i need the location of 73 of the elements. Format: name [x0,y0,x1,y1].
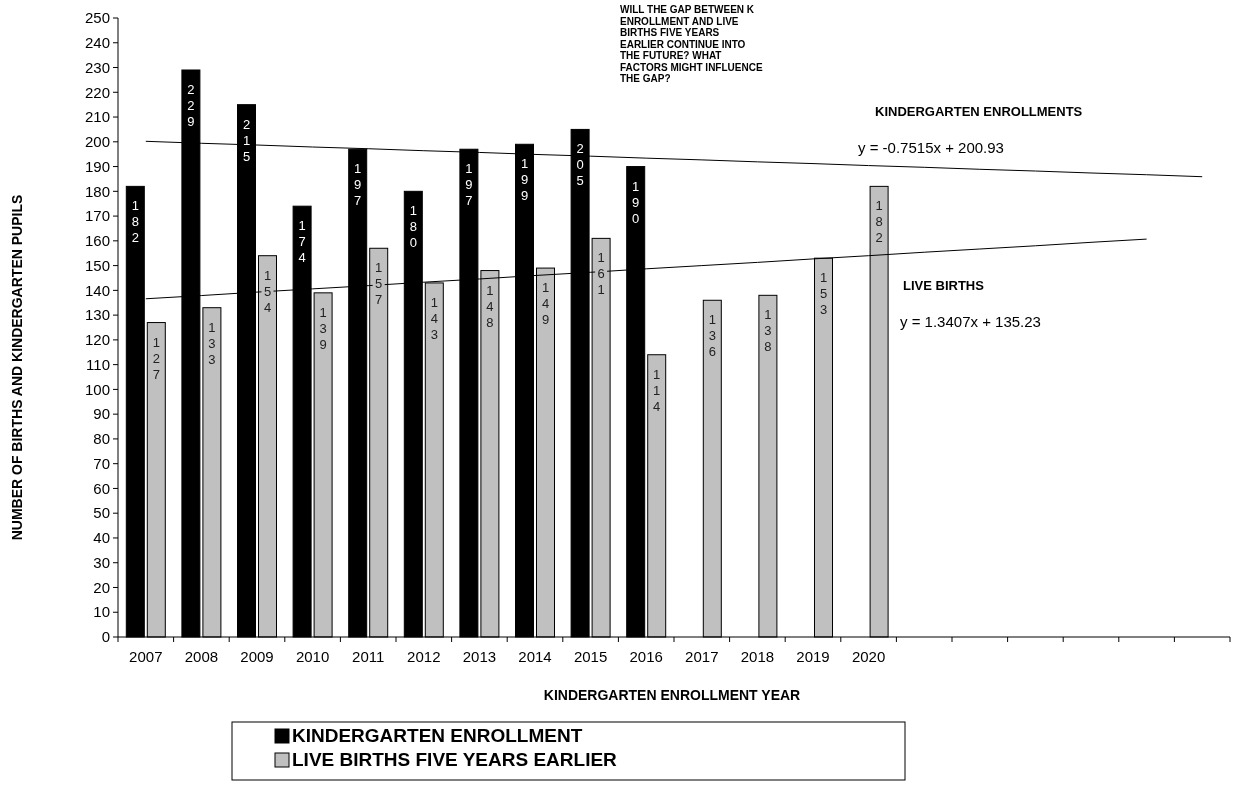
x-tick-label: 2012 [407,648,441,665]
data-label: 149 [541,280,550,328]
y-tick-label: 60 [93,479,110,497]
annotation: LIVE BIRTHS [903,278,985,293]
data-label: 199 [520,156,529,204]
y-tick-label: 130 [84,306,110,324]
data-label: 136 [708,312,716,360]
y-tick-label: 200 [84,133,110,151]
y-tick-label: 90 [93,405,110,423]
x-tick-label: 2016 [629,648,663,665]
data-label: 205 [576,141,584,189]
y-tick-label: 10 [93,603,110,621]
data-label: 215 [242,116,251,164]
y-tick-label: 140 [84,281,110,299]
data-label: 174 [298,218,306,266]
data-label: 197 [465,161,473,209]
y-tick-label: 120 [84,331,110,349]
y-tick-label: 50 [93,504,110,522]
annotation: y = -0.7515x + 200.93 [858,139,1004,156]
x-tick-label: 2010 [295,648,330,665]
x-tick-label: 2014 [518,648,552,665]
y-tick-label: 160 [84,232,110,250]
x-tick-label: 2020 [851,648,886,665]
y-tick-label: 170 [84,207,110,225]
annotation: WILL THE GAP BETWEEN K ENROLLMENT AND LIVE BIRTHS FIVE YEARS EARLIER CONTINUE INTO THE FUTURE? WHAT FACTORS MIGHT INFLUENCE THE GAP? [620,4,763,84]
y-tick-label: 230 [84,58,110,76]
legend-label: LIVE BIRTHS FIVE YEARS EARLIER [292,749,618,770]
data-label: 154 [263,267,272,315]
x-axis-title: KINDERGARTEN ENROLLMENT YEAR [543,687,801,703]
y-tick-label: 40 [93,529,110,547]
y-tick-label: 110 [86,355,110,373]
y-tick-label: 210 [84,108,110,126]
x-tick-label: 2018 [740,648,775,665]
data-label: 114 [653,366,661,414]
data-label: 143 [430,294,438,342]
x-tick-label: 2011 [352,648,385,665]
x-tick-label: 2013 [462,648,497,665]
x-tick-label: 2015 [573,648,608,665]
y-tick-label: 220 [84,83,110,101]
data-label: 182 [875,198,883,246]
data-label: 161 [597,250,605,298]
data-label: 127 [152,334,160,382]
x-tick-label: 2007 [129,648,163,665]
data-label: 139 [319,304,327,352]
data-label: 229 [187,82,195,129]
y-tick-label: 240 [84,34,110,52]
y-tick-label: 150 [84,256,110,274]
y-tick-label: 70 [93,454,110,472]
x-tick-label: 2017 [685,648,719,665]
x-tick-label: 2008 [184,648,219,665]
y-tick-label: 180 [84,182,110,200]
data-label: 133 [208,319,216,367]
x-tick-label: 2009 [240,648,274,665]
x-tick-label: 2019 [796,648,830,665]
y-tick-label: 100 [84,380,110,398]
y-axis-title: NUMBER OF BIRTHS AND KINDERGARTEN PUPILS [9,194,25,541]
y-tick-label: 80 [93,430,110,448]
data-label: 138 [764,307,772,355]
data-label: 182 [131,198,139,246]
data-label: 197 [354,161,362,209]
data-label: 153 [819,270,828,318]
y-tick-label: 190 [84,157,110,175]
y-tick-label: 250 [84,9,110,27]
data-label: 180 [409,203,417,251]
y-tick-label: 20 [93,578,110,596]
data-label: 148 [486,282,494,330]
legend-label: KINDERGARTEN ENROLLMENT [292,725,583,746]
y-tick-label: 30 [93,553,110,571]
annotation: KINDERGARTEN ENROLLMENTS [875,104,1083,119]
data-label: 157 [375,260,383,308]
annotation: y = 1.3407x + 135.23 [900,313,1041,330]
data-label: 190 [632,178,640,226]
y-tick-label: 0 [101,628,110,646]
